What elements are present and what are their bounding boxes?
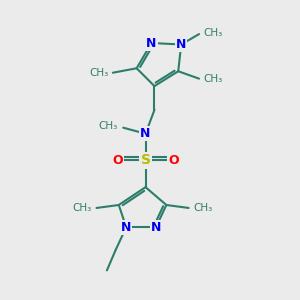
Text: CH₃: CH₃ [203, 28, 223, 38]
Text: CH₃: CH₃ [203, 74, 223, 84]
Text: CH₃: CH₃ [73, 203, 92, 213]
Text: CH₃: CH₃ [193, 203, 212, 213]
Text: CH₃: CH₃ [89, 68, 108, 78]
Text: N: N [176, 38, 186, 51]
Text: N: N [140, 127, 151, 140]
Text: S: S [140, 153, 151, 167]
Text: CH₃: CH₃ [99, 121, 118, 131]
Text: O: O [112, 154, 123, 167]
Text: N: N [146, 37, 157, 50]
Text: O: O [169, 154, 179, 167]
Text: N: N [151, 221, 161, 234]
Text: N: N [121, 221, 131, 234]
